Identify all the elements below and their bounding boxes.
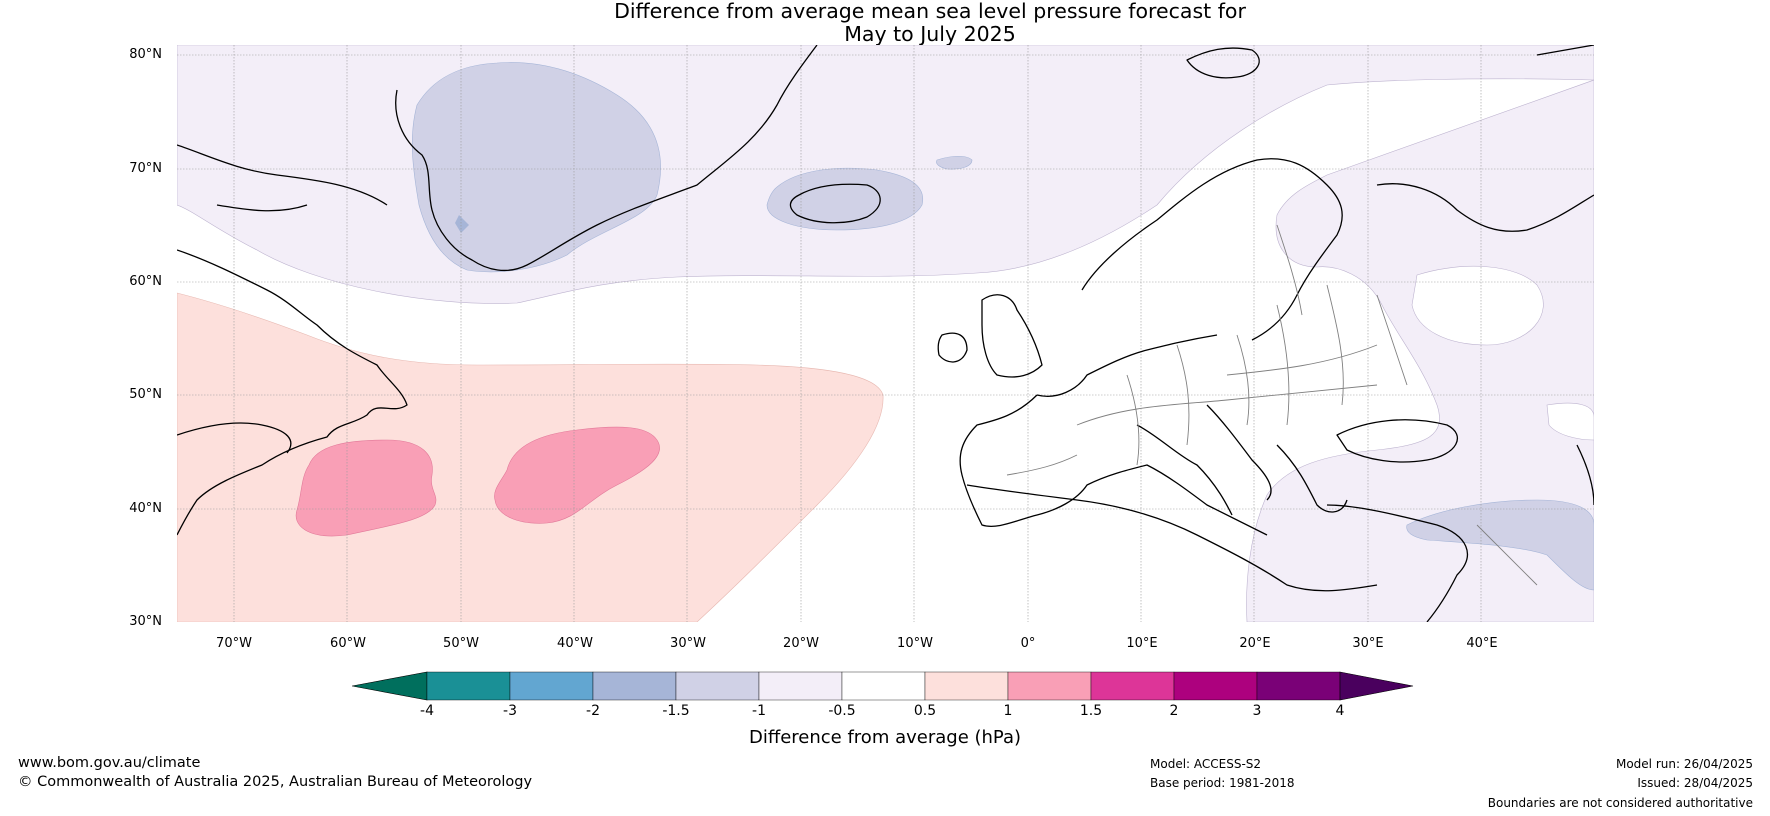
anomaly-region-greenland xyxy=(411,62,661,273)
footer-copyright: © Commonwealth of Australia 2025, Austra… xyxy=(18,774,533,790)
colorbar-title: Difference from average (hPa) xyxy=(748,727,1022,748)
footer-model-run: Model run: 26/04/2025 xyxy=(1615,757,1753,771)
anomaly-region-east-neg xyxy=(1246,79,1594,622)
colorbar-segment xyxy=(1173,671,1258,701)
colorbar-segment xyxy=(1007,671,1092,701)
lon-label-30e: 30°E xyxy=(1352,636,1384,651)
lon-label-70w: 70°W xyxy=(216,636,252,651)
lat-label-80n: 80°N xyxy=(129,47,162,62)
colorbar xyxy=(351,670,1420,706)
lon-label-40w: 40°W xyxy=(557,636,593,651)
footer-model: Model: ACCESS-S2 xyxy=(1150,757,1262,771)
colorbar-tick-label: -0.5 xyxy=(828,703,856,719)
colorbar-tick-label: 4 xyxy=(1335,703,1345,719)
anomaly-hole-caspian xyxy=(1546,402,1594,441)
colorbar-tick-label: -4 xyxy=(420,703,434,719)
colorbar-tick-label: -3 xyxy=(503,703,517,719)
lat-label-30n: 30°N xyxy=(129,614,162,629)
anomaly-region-atlantic-core-west xyxy=(295,439,437,537)
colorbar-extend-low xyxy=(351,671,428,701)
map-canvas xyxy=(177,45,1594,622)
lon-label-10w: 10°W xyxy=(897,636,933,651)
colorbar-tick-label: -2 xyxy=(586,703,600,719)
country-borders xyxy=(1006,224,1538,586)
colorbar-tick-label: 1.5 xyxy=(1079,703,1103,719)
colorbar-segment xyxy=(592,671,677,701)
colorbar-tick-label: 2 xyxy=(1169,703,1179,719)
lon-label-40e: 40°E xyxy=(1466,636,1498,651)
anomaly-region-iceland xyxy=(766,167,924,231)
colorbar-segment xyxy=(758,671,843,701)
anomaly-region-greenland-core xyxy=(455,215,469,233)
footer-issued: Issued: 28/04/2025 xyxy=(1637,776,1753,790)
anomaly-region-small-north xyxy=(936,155,973,170)
lon-label-0: 0° xyxy=(1020,636,1036,651)
map-title-line2: May to July 2025 xyxy=(844,22,1016,46)
colorbar-tick-label: -1.5 xyxy=(662,703,690,719)
anomaly-hole-russia xyxy=(1411,266,1544,346)
colorbar-segment xyxy=(924,671,1009,701)
colorbar-segment xyxy=(1090,671,1175,701)
lon-label-10e: 10°E xyxy=(1126,636,1158,651)
lon-label-60w: 60°W xyxy=(330,636,366,651)
lat-label-50n: 50°N xyxy=(129,387,162,402)
colorbar-segment xyxy=(426,671,511,701)
lon-label-20w: 20°W xyxy=(783,636,819,651)
colorbar-segment xyxy=(1256,671,1341,701)
colorbar-tick-label: -1 xyxy=(752,703,766,719)
graticule xyxy=(177,45,1594,622)
colorbar-tick-label: 0.5 xyxy=(913,703,937,719)
colorbar-segment xyxy=(675,671,760,701)
colorbar-svg xyxy=(351,671,1414,701)
colorbar-tick-label: 3 xyxy=(1252,703,1262,719)
map-title-line1: Difference from average mean sea level p… xyxy=(614,0,1246,23)
footer-base-period: Base period: 1981-2018 xyxy=(1150,776,1295,790)
forecast-map xyxy=(177,45,1594,622)
colorbar-segment xyxy=(509,671,594,701)
colorbar-extend-high xyxy=(1339,671,1414,701)
anomaly-region-middle-east xyxy=(1406,499,1594,591)
lat-label-60n: 60°N xyxy=(129,274,162,289)
anomaly-region-atlantic-core-east xyxy=(494,426,660,524)
footer-url[interactable]: www.bom.gov.au/climate xyxy=(18,755,201,771)
lat-label-40n: 40°N xyxy=(129,501,162,516)
colorbar-tick-label: 1 xyxy=(1003,703,1013,719)
lon-label-50w: 50°W xyxy=(443,636,479,651)
lat-label-70n: 70°N xyxy=(129,161,162,176)
footer-disclaimer: Boundaries are not considered authoritat… xyxy=(1487,796,1753,810)
colorbar-segment xyxy=(841,671,926,701)
lon-label-20e: 20°E xyxy=(1239,636,1271,651)
map-title: Difference from average mean sea level p… xyxy=(0,0,1770,46)
coastlines xyxy=(177,45,1594,622)
lon-label-30w: 30°W xyxy=(670,636,706,651)
